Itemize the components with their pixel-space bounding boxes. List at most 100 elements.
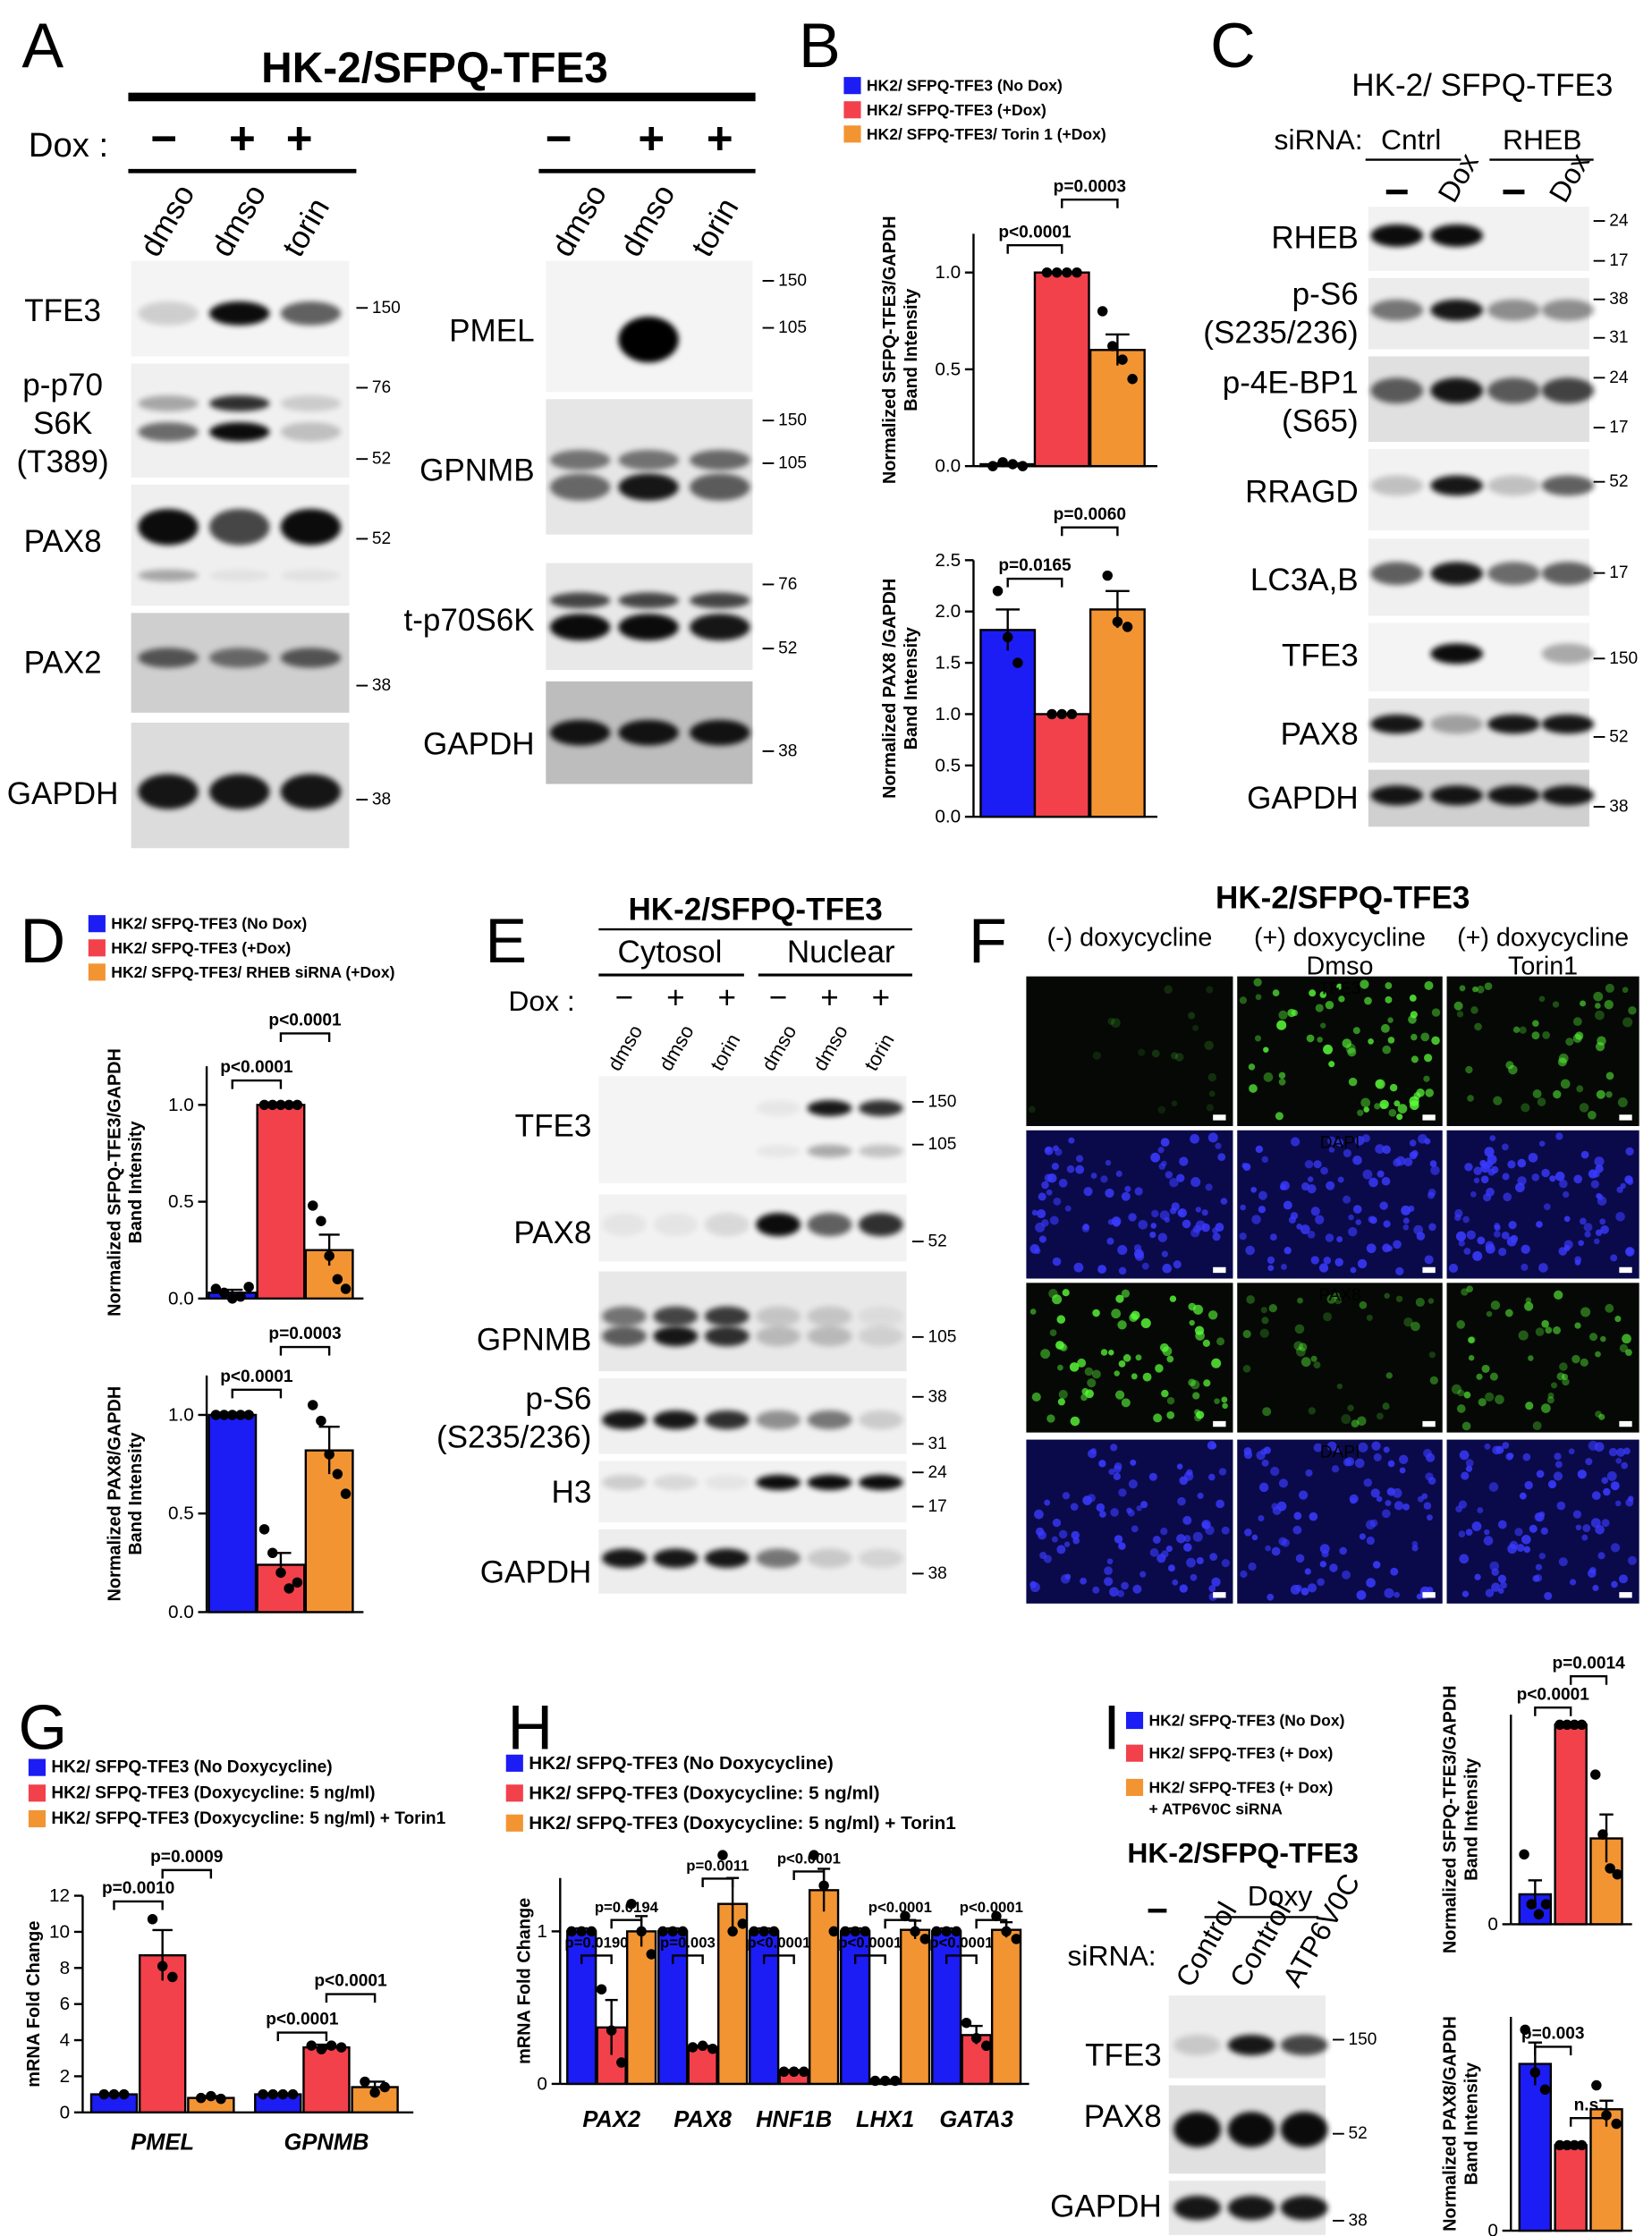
nucleus: [1385, 995, 1393, 1004]
data-point: [1072, 267, 1082, 278]
nucleus: [1427, 1298, 1435, 1304]
nucleus: [1255, 994, 1262, 1001]
band: [1173, 2195, 1222, 2221]
scale-bar: [1619, 1266, 1632, 1274]
blot-label: (T389): [17, 445, 109, 479]
dox-label: Dox :: [29, 126, 108, 165]
legend-swatch: [88, 939, 106, 957]
nucleus: [1402, 1217, 1410, 1224]
legend-swatch: [28, 1809, 46, 1828]
nucleus: [1310, 1355, 1317, 1362]
dox-sign: −: [1147, 1889, 1168, 1931]
nucleus: [1267, 1265, 1275, 1272]
significance-bracket: [853, 1954, 886, 1965]
nucleus: [1485, 1588, 1495, 1597]
nucleus: [1194, 1326, 1205, 1335]
data-point: [316, 1215, 326, 1226]
nucleus: [1044, 1499, 1051, 1506]
blot-label: TFE3: [24, 293, 101, 328]
nucleus: [1372, 1561, 1381, 1569]
panel-title: HK-2/SFPQ-TFE3: [261, 45, 608, 92]
data-point: [1611, 2118, 1622, 2130]
nucleus: [1411, 1545, 1419, 1552]
nucleus: [1588, 1333, 1597, 1342]
nucleus: [1453, 1001, 1463, 1011]
p-value: p=0.003: [660, 1935, 716, 1952]
nucleus: [1171, 1202, 1180, 1211]
nucleus: [1610, 1254, 1618, 1262]
nucleus: [1121, 1398, 1131, 1408]
blot-label: S6K: [33, 406, 92, 441]
nucleus: [1497, 1574, 1507, 1583]
nucleus: [1179, 1156, 1189, 1166]
nucleus: [1379, 1201, 1388, 1210]
nucleus: [1600, 1335, 1606, 1342]
data-point: [275, 1567, 286, 1579]
data-point: [360, 2076, 370, 2088]
data-point: [1062, 267, 1072, 278]
nucleus: [1466, 1285, 1474, 1293]
nucleus: [1425, 1088, 1434, 1097]
nucleus: [1461, 1421, 1471, 1431]
nucleus: [1162, 1263, 1173, 1274]
group-label: RHEB: [1503, 123, 1582, 156]
p-value: p=0.0194: [595, 1899, 659, 1916]
nucleus: [1205, 1525, 1215, 1536]
data-point: [991, 1910, 1002, 1922]
data-point: [626, 1898, 637, 1910]
nucleus: [1411, 1321, 1420, 1332]
nucleus: [1280, 1181, 1290, 1190]
nucleus: [1192, 1392, 1200, 1400]
nucleus: [1357, 1109, 1364, 1116]
nucleus: [1502, 1173, 1510, 1181]
nucleus: [1278, 1478, 1288, 1488]
nucleus: [1588, 1440, 1598, 1451]
nucleus: [1532, 1020, 1539, 1028]
nucleus: [1334, 1446, 1342, 1453]
nucleus: [1115, 1170, 1123, 1177]
p-value: p=0.0060: [1054, 505, 1126, 524]
nucleus: [1058, 1389, 1068, 1400]
nucleus: [1625, 1349, 1632, 1357]
nucleus: [1186, 1557, 1196, 1568]
nucleus: [1220, 1198, 1228, 1205]
band: [209, 422, 270, 442]
nucleus: [1474, 1573, 1481, 1580]
nucleus: [1478, 1398, 1487, 1407]
nucleus: [1456, 1011, 1464, 1018]
nucleus: [1310, 1207, 1320, 1216]
nucleus: [1221, 1396, 1228, 1403]
bar: [657, 1930, 689, 2086]
nucleus: [1092, 1586, 1100, 1594]
band: [1280, 2035, 1328, 2056]
blot-label: PAX8: [1084, 2099, 1162, 2134]
data-point: [818, 1880, 829, 1891]
bar: [808, 1889, 840, 2086]
nucleus: [1484, 1529, 1490, 1536]
nucleus: [1347, 1404, 1354, 1412]
nucleus: [1485, 1241, 1495, 1250]
nucleus: [1096, 1503, 1106, 1512]
band: [756, 1306, 801, 1326]
error-bar: [1599, 1813, 1614, 1863]
band: [280, 301, 342, 326]
nucleus: [1486, 1310, 1493, 1317]
nucleus: [1354, 1136, 1365, 1146]
blot-label: p-S6: [525, 1382, 591, 1417]
marker-label: 38: [372, 791, 391, 809]
blot-panel: [131, 363, 350, 478]
blot-label: GAPDH: [1050, 2189, 1162, 2223]
nucleus: [1523, 1546, 1531, 1554]
nucleus: [1411, 1033, 1418, 1041]
nucleus: [1558, 1247, 1567, 1256]
data-point: [997, 457, 1008, 468]
nucleus: [1068, 1137, 1075, 1144]
significance-bracket: [610, 1918, 643, 1929]
nucleus: [1123, 1354, 1131, 1362]
nucleus: [1290, 1212, 1299, 1220]
significance-bracket: [279, 1345, 331, 1356]
nucleus: [1029, 1309, 1037, 1315]
data-point: [1526, 1899, 1537, 1910]
nucleus: [1090, 1173, 1097, 1179]
band: [1541, 377, 1595, 404]
